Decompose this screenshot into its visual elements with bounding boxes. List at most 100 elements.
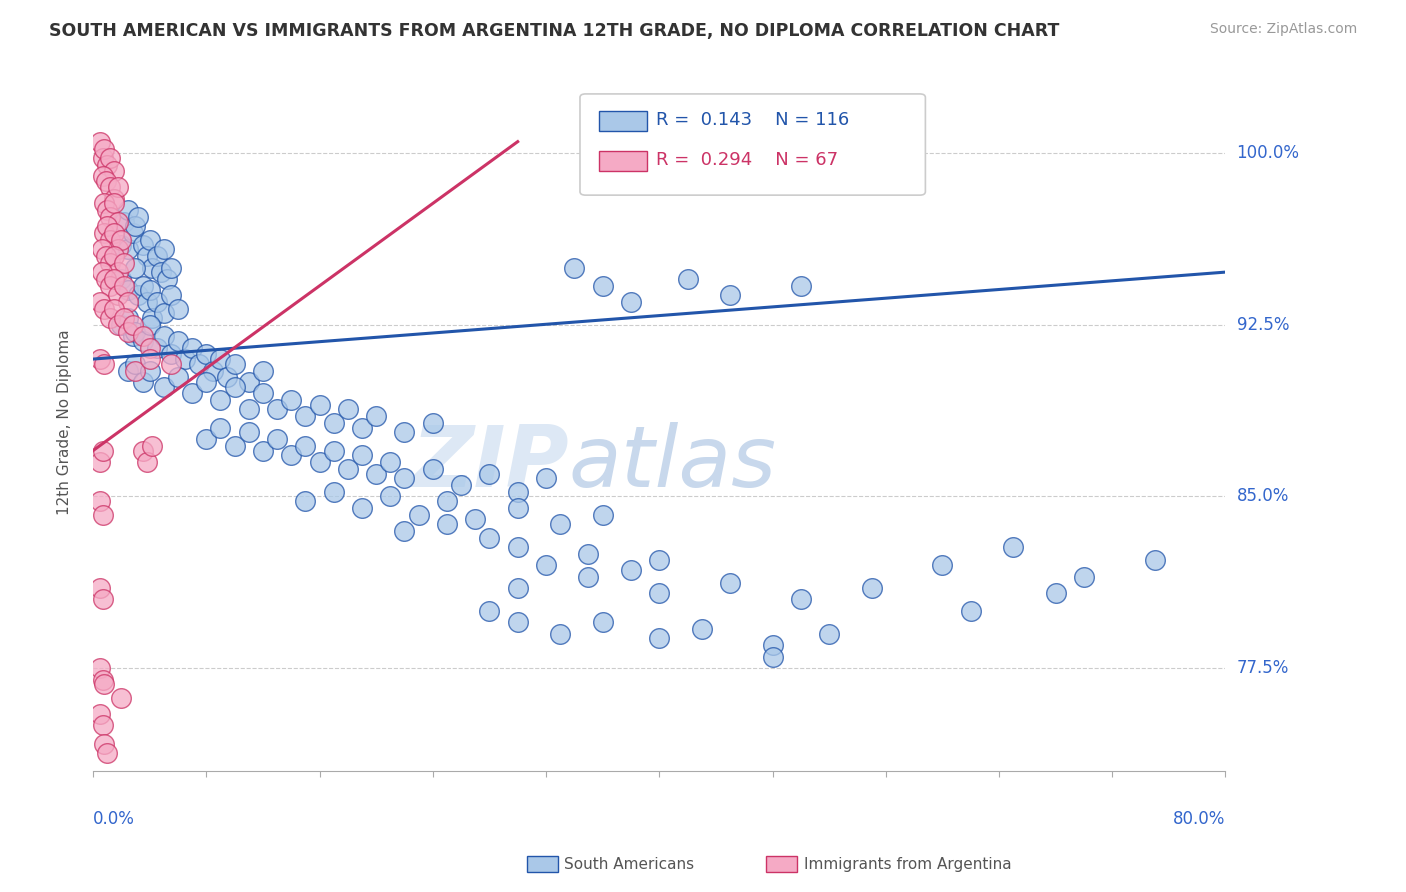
- Bar: [599, 151, 647, 170]
- Point: [145, 294, 167, 309]
- Point: [98, 278, 121, 293]
- Point: [141, 439, 163, 453]
- Point: [1073, 569, 1095, 583]
- Point: [322, 484, 344, 499]
- Point: [138, 352, 160, 367]
- Point: [336, 402, 359, 417]
- Text: Source: ZipAtlas.com: Source: ZipAtlas.com: [1209, 22, 1357, 37]
- Point: [366, 467, 388, 481]
- Point: [121, 318, 143, 332]
- Point: [117, 325, 139, 339]
- Text: R =  0.294    N = 67: R = 0.294 N = 67: [655, 152, 838, 169]
- Point: [224, 439, 246, 453]
- Point: [548, 516, 571, 531]
- Point: [380, 490, 402, 504]
- Y-axis label: 12th Grade, No Diploma: 12th Grade, No Diploma: [58, 329, 72, 515]
- Point: [110, 272, 132, 286]
- Point: [127, 210, 149, 224]
- Point: [620, 563, 643, 577]
- Point: [478, 604, 501, 618]
- Point: [112, 256, 135, 270]
- Point: [138, 233, 160, 247]
- Point: [422, 462, 444, 476]
- Point: [478, 467, 501, 481]
- Point: [98, 210, 121, 224]
- Point: [436, 494, 458, 508]
- Point: [107, 318, 129, 332]
- Point: [167, 301, 190, 316]
- Point: [1045, 585, 1067, 599]
- Point: [506, 581, 529, 595]
- FancyBboxPatch shape: [581, 94, 925, 195]
- Point: [238, 375, 260, 389]
- Point: [152, 379, 174, 393]
- Point: [107, 215, 129, 229]
- Point: [238, 425, 260, 440]
- Point: [322, 443, 344, 458]
- Point: [135, 455, 157, 469]
- Point: [174, 352, 197, 367]
- Point: [93, 677, 115, 691]
- Point: [195, 432, 218, 446]
- Point: [93, 226, 115, 240]
- Point: [308, 398, 330, 412]
- Text: SOUTH AMERICAN VS IMMIGRANTS FROM ARGENTINA 12TH GRADE, NO DIPLOMA CORRELATION C: SOUTH AMERICAN VS IMMIGRANTS FROM ARGENT…: [49, 22, 1060, 40]
- Text: 100.0%: 100.0%: [1237, 145, 1299, 162]
- Point: [209, 393, 232, 408]
- Point: [93, 301, 115, 316]
- Point: [422, 416, 444, 430]
- Point: [252, 363, 274, 377]
- Point: [90, 242, 112, 256]
- Point: [280, 393, 302, 408]
- Point: [478, 531, 501, 545]
- Point: [252, 386, 274, 401]
- Text: Immigrants from Argentina: Immigrants from Argentina: [804, 857, 1012, 871]
- Point: [366, 409, 388, 424]
- Point: [141, 310, 163, 325]
- Point: [117, 363, 139, 377]
- Text: 85.0%: 85.0%: [1237, 487, 1289, 506]
- Point: [959, 604, 981, 618]
- Point: [138, 318, 160, 332]
- Point: [121, 329, 143, 343]
- Point: [592, 278, 614, 293]
- Point: [91, 718, 114, 732]
- Point: [592, 508, 614, 522]
- Point: [718, 576, 741, 591]
- Point: [112, 215, 135, 229]
- Point: [160, 288, 183, 302]
- Point: [408, 508, 430, 522]
- Point: [124, 357, 146, 371]
- Point: [534, 471, 557, 485]
- Point: [135, 249, 157, 263]
- Point: [266, 432, 288, 446]
- Point: [195, 347, 218, 361]
- Point: [294, 439, 316, 453]
- Point: [103, 196, 125, 211]
- Point: [149, 265, 172, 279]
- Text: 0.0%: 0.0%: [93, 810, 135, 828]
- Point: [91, 151, 114, 165]
- Point: [131, 237, 153, 252]
- Point: [252, 443, 274, 458]
- Point: [90, 265, 112, 279]
- Point: [188, 357, 211, 371]
- Point: [112, 278, 135, 293]
- Point: [110, 233, 132, 247]
- Point: [506, 540, 529, 554]
- Point: [103, 192, 125, 206]
- Point: [131, 329, 153, 343]
- Point: [107, 265, 129, 279]
- Point: [145, 341, 167, 355]
- Point: [93, 737, 115, 751]
- Point: [103, 301, 125, 316]
- Text: 80.0%: 80.0%: [1173, 810, 1226, 828]
- Point: [152, 242, 174, 256]
- Point: [117, 203, 139, 218]
- Point: [93, 357, 115, 371]
- Point: [217, 370, 239, 384]
- Point: [167, 334, 190, 348]
- Point: [790, 592, 813, 607]
- Point: [790, 278, 813, 293]
- Point: [112, 310, 135, 325]
